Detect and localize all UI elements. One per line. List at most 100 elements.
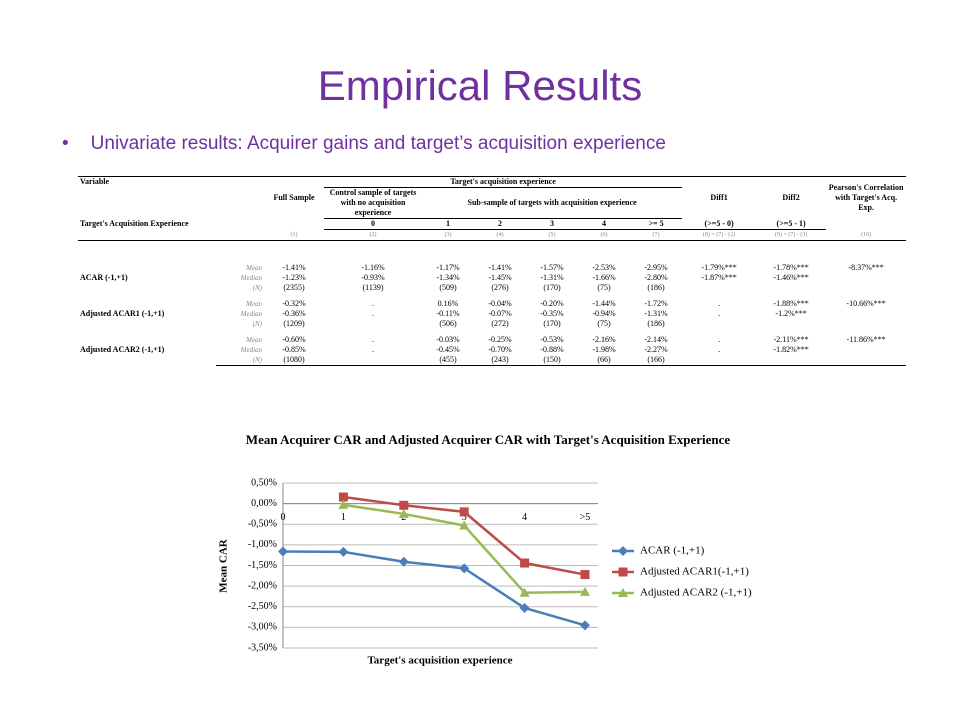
- value-cell: (166): [630, 354, 683, 366]
- value-cell: -0.20%: [540, 298, 564, 308]
- stat-label: Median: [240, 345, 263, 354]
- value-cell: -1.31%: [644, 308, 668, 318]
- level-cell: 2: [474, 218, 527, 230]
- x-tick-label: 3: [462, 512, 467, 523]
- value-cell: -0.11%: [436, 308, 460, 318]
- level-cell: >= 5: [630, 218, 683, 230]
- header-cell: Sub-sample of targets with acquisition e…: [422, 187, 683, 219]
- value-cell: (272): [491, 318, 509, 328]
- legend-marker: [618, 588, 628, 597]
- number-cell: (5): [526, 229, 579, 241]
- value-cell: -0.85%: [282, 344, 306, 354]
- stat-label: (N): [252, 319, 263, 328]
- legend-marker: [618, 546, 628, 556]
- header-cell: Diff2: [756, 176, 827, 219]
- value-cell: -2.16%: [592, 334, 616, 344]
- value-cell: -1.2%***: [775, 308, 807, 318]
- value-cell: (506): [439, 318, 457, 328]
- series-line: [282, 550, 586, 627]
- value-cell: -1.45%: [488, 272, 512, 282]
- value-cell: -1.23%: [282, 272, 306, 282]
- legend-label: ACAR (-1,+1): [640, 545, 705, 557]
- y-axis-label: Mean CAR: [218, 538, 230, 593]
- number-cell: (9) = (7) - (3): [756, 229, 827, 241]
- marker: [399, 500, 409, 510]
- value-cell: -1.17%: [436, 262, 460, 272]
- header-row: Control sample of targets with no acquis…: [78, 187, 906, 219]
- value-cell: (170): [543, 318, 561, 328]
- data-row: (N) (1209) (506) (272) (170) (75) (186): [78, 319, 906, 329]
- value-cell: -2.95%: [644, 262, 668, 272]
- value-cell: (509): [439, 282, 457, 292]
- value-cell: -8.37%***: [848, 262, 884, 272]
- value-cell: (2355): [283, 282, 305, 292]
- value-cell: .: [372, 298, 375, 308]
- y-tick-label: 0,00%: [251, 498, 277, 509]
- marker: [398, 508, 409, 518]
- value-cell: -0.45%: [436, 344, 460, 354]
- header-cell: Diff1: [682, 176, 757, 219]
- value-cell: -1.98%: [592, 344, 616, 354]
- value-cell: (243): [474, 354, 527, 366]
- x-tick-label: 4: [522, 512, 527, 523]
- value-cell: .: [718, 334, 721, 344]
- value-cell: -1.66%: [592, 272, 616, 282]
- empty-cell: [78, 229, 265, 241]
- value-cell: -1.87%***: [701, 272, 737, 282]
- marker: [580, 620, 590, 631]
- number-cell: (7): [630, 229, 683, 241]
- value-cell: -0.35%: [540, 308, 564, 318]
- value-cell: -0.32%: [282, 298, 306, 308]
- header-cell: Target's acquisition experience: [324, 176, 683, 188]
- stat-label: Mean: [246, 335, 263, 344]
- value-cell: -10.66%***: [846, 298, 886, 308]
- y-tick-label: -1,50%: [248, 560, 277, 571]
- value-cell: (1209): [283, 318, 305, 328]
- value-cell: -0.04%: [488, 298, 512, 308]
- level-cell: 3: [526, 218, 579, 230]
- legend-marker: [618, 567, 628, 577]
- value-cell: (1080): [264, 354, 325, 366]
- header-cell: Full Sample: [264, 176, 325, 219]
- value-cell: -1.57%: [540, 262, 564, 272]
- marker: [580, 586, 590, 596]
- x-tick-label: 1: [341, 512, 346, 523]
- stat-label: Mean: [246, 299, 263, 308]
- value-cell: -1.78%***: [773, 262, 809, 272]
- marker: [580, 570, 590, 580]
- value-cell: -11.86%***: [846, 334, 886, 344]
- value-cell: (75): [597, 318, 611, 328]
- value-cell: -0.03%: [436, 334, 460, 344]
- number-cell: (1): [264, 229, 325, 241]
- value-cell: -2.27%: [644, 344, 668, 354]
- level-cell: 1: [422, 218, 475, 230]
- value-cell: -0.70%: [488, 344, 512, 354]
- value-cell: -0.60%: [282, 334, 306, 344]
- value-cell: -0.94%: [592, 308, 616, 318]
- value-cell: .: [372, 308, 375, 318]
- value-cell: .: [718, 298, 721, 308]
- number-cell: (4): [474, 229, 527, 241]
- bullet: • Univariate results: Acquirer gains and …: [62, 133, 666, 155]
- data-row: Adjusted ACAR2 (-1,+1) Mean -0.60%. -0.03% -…: [78, 334, 906, 354]
- stat-label: Mean: [246, 263, 263, 272]
- value-cell: -1.41%: [488, 262, 512, 272]
- slide-title: Empirical Results: [317, 62, 643, 109]
- y-tick-label: -2,50%: [248, 601, 277, 612]
- chart-title: Mean Acquirer CAR and Adjusted Acquirer …: [246, 432, 731, 447]
- level-cell: 4: [578, 218, 631, 230]
- marker: [338, 492, 348, 502]
- value-cell: -0.93%: [361, 272, 385, 282]
- marker: [338, 546, 349, 557]
- value-cell: (186): [647, 318, 665, 328]
- value-cell: -2.53%: [592, 262, 616, 272]
- data-row: (N) (1080) (455) (243) (150) (66) (166): [78, 354, 907, 366]
- variable-cell: ACAR (-1,+1): [80, 272, 128, 282]
- number-cell: (8) = (7) - (2): [682, 229, 757, 241]
- value-cell: (66): [578, 354, 631, 366]
- value-cell: (170): [543, 282, 561, 292]
- value-cell: (276): [491, 282, 509, 292]
- y-tick-label: -0,50%: [248, 519, 277, 530]
- value-cell: -0.36%: [282, 308, 306, 318]
- value-cell: -1.82%***: [773, 344, 809, 354]
